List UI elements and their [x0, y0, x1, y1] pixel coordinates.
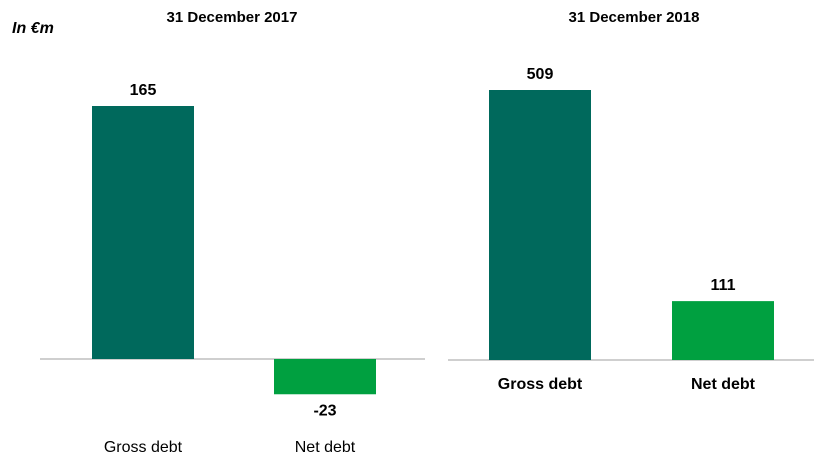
value-label-2018-net-debt: 111	[711, 277, 736, 294]
chart-title-2018: 31 December 2018	[569, 9, 700, 26]
chart-panel-2018: 31 December 2018 509 111 Gross debt Net …	[448, 9, 814, 393]
chart-title-2017: 31 December 2017	[167, 9, 298, 26]
bar-2017-gross-debt	[92, 106, 194, 359]
category-label-2017-gross-debt: Gross debt	[104, 439, 183, 456]
value-label-2017-net-debt: -23	[313, 402, 336, 419]
category-label-2018-net-debt: Net debt	[691, 376, 756, 393]
bar-2018-net-debt	[672, 301, 774, 360]
chart-panel-2017: 31 December 2017 165 -23 Gross debt Net …	[40, 9, 425, 456]
value-label-2017-gross-debt: 165	[130, 82, 157, 99]
bar-2018-gross-debt	[489, 90, 591, 360]
category-label-2018-gross-debt: Gross debt	[498, 376, 583, 393]
unit-label: In €m	[12, 20, 54, 37]
category-label-2017-net-debt: Net debt	[295, 439, 356, 456]
bar-2017-net-debt	[274, 359, 376, 395]
value-label-2018-gross-debt: 509	[527, 66, 554, 83]
